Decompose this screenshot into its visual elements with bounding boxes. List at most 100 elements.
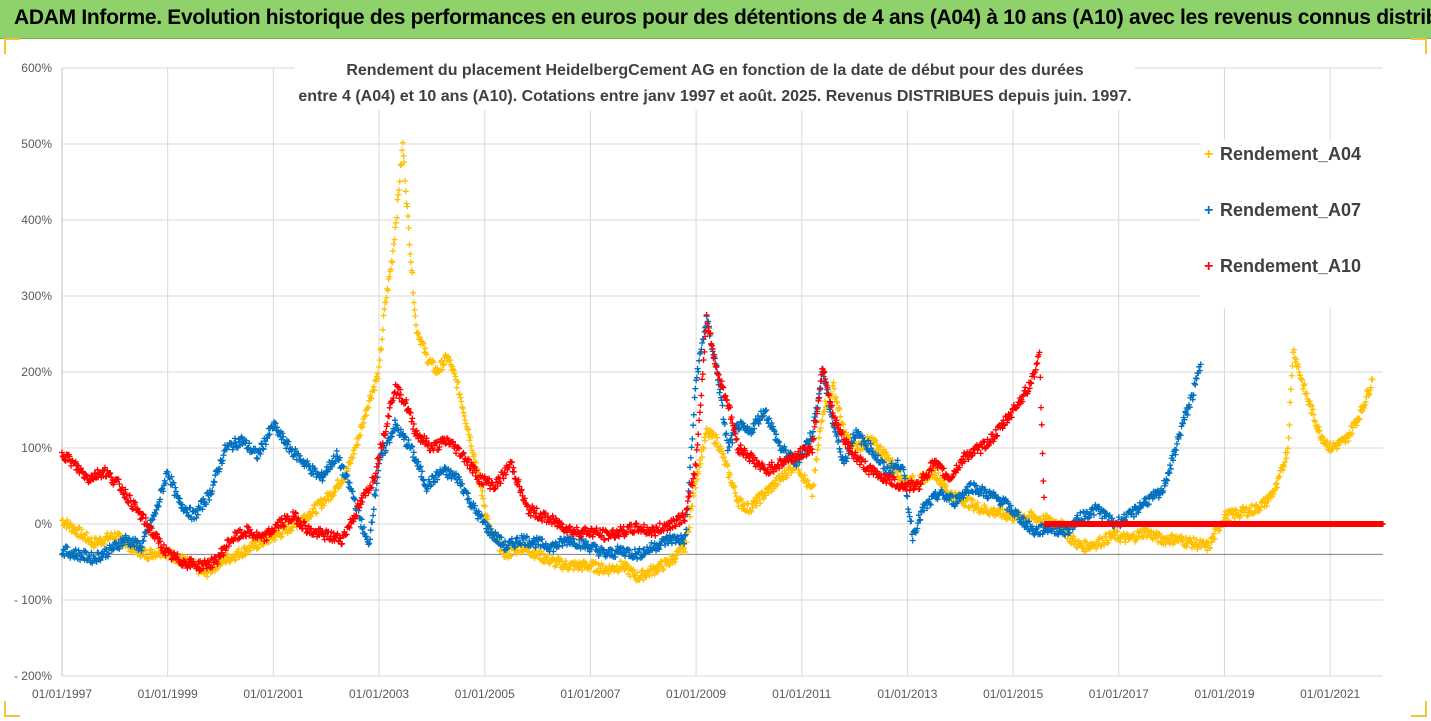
data-point (727, 471, 733, 478)
data-point (428, 482, 435, 488)
data-point (589, 533, 596, 540)
data-point (683, 526, 690, 533)
data-point (440, 468, 447, 475)
data-point (607, 568, 614, 575)
data-point (1349, 430, 1356, 437)
data-point (696, 357, 703, 364)
data-point (349, 455, 356, 462)
data-point (1061, 531, 1068, 538)
data-point (367, 527, 374, 534)
data-point (733, 421, 740, 428)
data-point (1039, 531, 1046, 538)
data-point (407, 409, 414, 416)
data-point (910, 486, 917, 493)
data-point (660, 566, 667, 573)
data-point (500, 541, 507, 548)
data-point (746, 458, 753, 465)
data-point (782, 447, 789, 454)
data-point (689, 435, 696, 442)
data-point (247, 547, 254, 554)
data-point (127, 497, 134, 504)
data-point (242, 552, 249, 559)
data-point (829, 410, 836, 416)
data-point (365, 404, 372, 411)
data-point (1083, 539, 1090, 546)
data-point (705, 324, 712, 331)
data-point (381, 432, 388, 439)
data-point (410, 449, 417, 456)
data-point (859, 434, 866, 441)
data-point (126, 548, 133, 555)
data-point (203, 501, 210, 507)
data-point (1117, 538, 1124, 545)
data-point (600, 546, 607, 553)
data-point (66, 453, 73, 460)
data-point (395, 191, 402, 198)
data-point (371, 477, 378, 484)
data-point (1328, 446, 1335, 453)
data-point (280, 433, 287, 440)
data-point (346, 459, 353, 466)
data-point (380, 312, 387, 319)
data-point (401, 159, 408, 166)
data-point (1288, 372, 1295, 379)
data-point (97, 557, 104, 564)
data-point (702, 333, 709, 340)
data-point (243, 437, 250, 444)
data-point (831, 385, 838, 392)
data-point (1170, 457, 1177, 464)
data-point (1140, 502, 1146, 509)
data-point (1216, 527, 1223, 534)
data-point (617, 558, 624, 565)
data-point (471, 464, 478, 471)
grid-layer (61, 67, 1383, 677)
data-point (757, 500, 764, 507)
data-point (154, 503, 161, 510)
data-point (152, 510, 159, 517)
data-point (272, 420, 279, 427)
data-point (231, 557, 238, 564)
data-point (210, 478, 217, 485)
data-point (500, 475, 507, 482)
data-point (776, 438, 783, 445)
data-point (374, 370, 381, 377)
data-point (83, 529, 90, 536)
data-point (516, 483, 523, 490)
data-point (141, 533, 148, 540)
data-point (822, 376, 829, 382)
data-point (478, 492, 485, 499)
data-point (370, 506, 377, 513)
data-point (558, 521, 565, 528)
data-point (505, 542, 512, 549)
y-tick-label: 600% (21, 61, 52, 75)
data-point (397, 391, 404, 398)
data-point (1283, 455, 1290, 462)
data-point (1038, 421, 1045, 428)
data-point (467, 434, 474, 441)
data-point (264, 434, 271, 441)
x-tick-label: 01/01/2007 (560, 687, 620, 701)
data-point (207, 491, 214, 498)
data-point (1008, 414, 1015, 421)
data-point (877, 443, 884, 450)
data-point (1124, 531, 1131, 538)
data-point (64, 544, 71, 551)
data-point (562, 558, 569, 564)
data-point (384, 287, 391, 294)
data-point (1031, 373, 1038, 380)
data-point (653, 541, 660, 548)
data-point (371, 387, 378, 394)
data-point (671, 559, 678, 566)
data-point (999, 505, 1006, 512)
data-point (235, 546, 242, 553)
data-point (902, 475, 909, 482)
data-point (1262, 499, 1269, 506)
data-point (834, 399, 841, 406)
data-point (465, 426, 472, 433)
data-point (757, 417, 764, 424)
data-point (330, 492, 337, 499)
data-point (1229, 511, 1236, 518)
data-point (566, 565, 573, 571)
data-point (1105, 539, 1112, 546)
data-point (139, 511, 146, 517)
